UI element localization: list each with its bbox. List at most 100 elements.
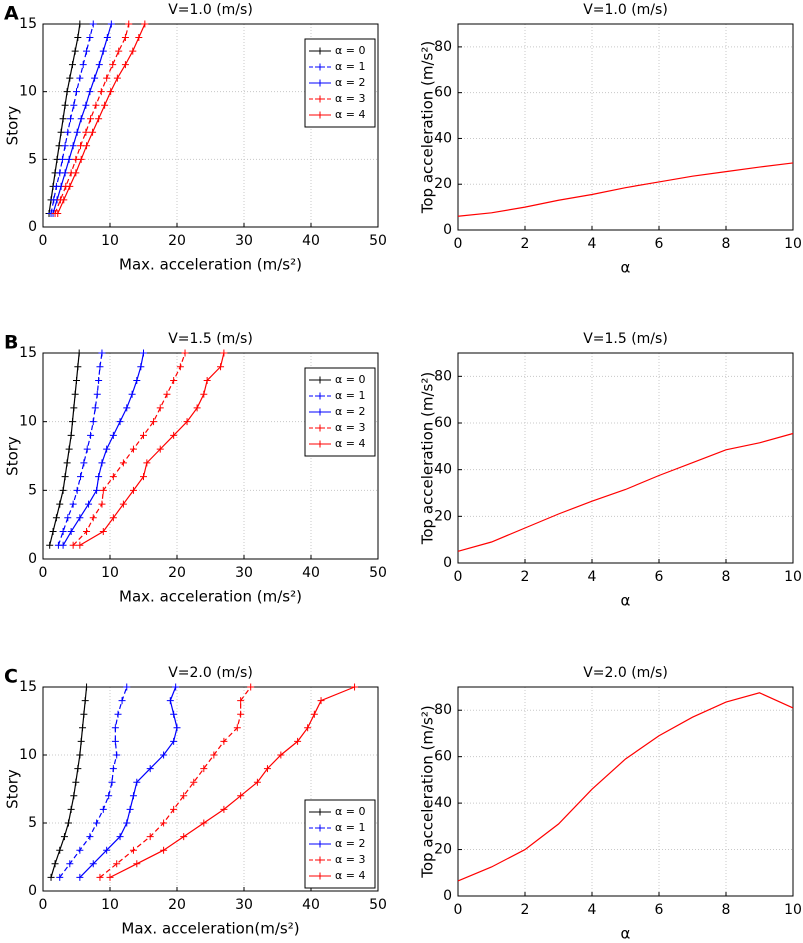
x-tick-label: 0 [454, 569, 463, 585]
x-tick-label: 50 [369, 565, 387, 581]
marker [180, 792, 188, 800]
legend-label: α = 4 [335, 869, 365, 882]
x-tick-label: 10 [784, 236, 802, 252]
y-tick-label: 40 [434, 462, 452, 478]
marker [237, 697, 245, 705]
y-axis-label: Top acceleration (m/s²) [419, 372, 437, 545]
x-tick-label: 8 [722, 569, 731, 585]
plot-frame [457, 686, 794, 897]
x-tick-label: 10 [784, 569, 802, 585]
chart-title: V=2.0 (m/s) [168, 665, 253, 681]
y-tick-label: 10 [19, 84, 37, 100]
x-tick-label: 2 [521, 569, 530, 585]
y-tick-label: 15 [19, 345, 37, 361]
y-tick-label: 60 [434, 749, 452, 765]
legend-marker [316, 95, 324, 103]
legend-label: α = 0 [335, 44, 365, 57]
plot-frame [42, 352, 379, 560]
x-tick-label: 40 [302, 565, 320, 581]
x-tick-label: 2 [521, 902, 530, 918]
y-axis-label: Story [4, 436, 22, 476]
chart: 0 10 20 30 40 50 0 5 10 15 V=2.0 (m/s) Max. acceler… [4, 665, 387, 938]
series-line [457, 432, 794, 552]
y-tick-label: 15 [19, 16, 37, 32]
x-tick-label: 6 [655, 902, 664, 918]
x-tick-label: 4 [588, 236, 597, 252]
y-tick-label: 20 [434, 508, 452, 524]
series-line [57, 23, 146, 214]
x-tick-label: 40 [302, 233, 320, 249]
y-tick-label: 0 [443, 555, 452, 571]
legend-marker [316, 808, 324, 816]
x-tick-label: 10 [101, 565, 119, 581]
legend-label: α = 3 [335, 92, 365, 105]
chart-title: V=1.0 (m/s) [583, 2, 668, 18]
x-tick-label: 6 [655, 569, 664, 585]
x-tick-label: 0 [39, 233, 48, 249]
x-tick-label: 10 [784, 902, 802, 918]
y-tick-label: 15 [19, 679, 37, 695]
series-line [72, 352, 186, 546]
chart: 0 10 20 30 40 50 0 5 10 15 V=1.0 (m/s) Max. acceler… [4, 2, 387, 274]
legend-label: α = 3 [335, 853, 365, 866]
chart-title: V=1.5 (m/s) [583, 331, 668, 347]
x-tick-label: 0 [39, 897, 48, 913]
y-tick-label: 60 [434, 415, 452, 431]
x-axis-label: α [621, 592, 631, 610]
legend-marker [316, 63, 324, 71]
plot-area [458, 687, 793, 896]
x-tick-label: 6 [655, 236, 664, 252]
y-tick-label: 5 [28, 151, 37, 167]
marker [123, 683, 131, 691]
series-line [48, 23, 81, 214]
legend-marker [316, 872, 324, 880]
legend-label: α = 1 [335, 821, 365, 834]
legend-marker [316, 840, 324, 848]
y-tick-label: 80 [434, 702, 452, 718]
marker [113, 860, 121, 868]
x-tick-label: 30 [235, 897, 253, 913]
series-line [79, 352, 225, 546]
marker [82, 128, 90, 136]
x-tick-label: 0 [39, 565, 48, 581]
x-tick-label: 0 [454, 902, 463, 918]
series-line [62, 352, 145, 546]
y-tick-label: 0 [443, 222, 452, 238]
legend-label: α = 1 [335, 389, 365, 402]
x-axis-label: Max. acceleration (m/s²) [119, 588, 302, 606]
marker [200, 765, 208, 773]
x-tick-label: 30 [235, 233, 253, 249]
plot-frame [42, 686, 379, 892]
legend-label: α = 0 [335, 373, 365, 386]
x-tick-label: 10 [101, 233, 119, 249]
legend-label: α = 1 [335, 60, 365, 73]
x-axis-label: Max. acceleration (m/s²) [119, 256, 302, 274]
series-line [49, 352, 80, 546]
legend-marker [316, 824, 324, 832]
y-tick-label: 80 [434, 39, 452, 55]
legend-label: α = 4 [335, 437, 365, 450]
y-tick-label: 5 [28, 482, 37, 498]
legend-marker [316, 79, 324, 87]
y-tick-label: 20 [434, 176, 452, 192]
x-tick-label: 4 [588, 902, 597, 918]
panel-label: C [4, 666, 18, 688]
y-tick-label: 80 [434, 368, 452, 384]
series-line [52, 23, 112, 214]
chart: 0 2 4 6 8 10 0 20 40 60 80 V=1.0 (m/s) α Top accelera… [419, 2, 802, 277]
chart-title: V=2.0 (m/s) [583, 665, 668, 681]
series-line [50, 686, 88, 878]
chart-title: V=1.0 (m/s) [168, 2, 253, 18]
marker [64, 514, 72, 522]
y-tick-label: 60 [434, 85, 452, 101]
marker [69, 541, 77, 549]
marker [121, 34, 129, 42]
x-axis-label: α [621, 259, 631, 277]
x-tick-label: 10 [101, 897, 119, 913]
panel-label: B [4, 332, 18, 354]
x-tick-label: 20 [168, 565, 186, 581]
y-tick-label: 0 [28, 551, 37, 567]
legend-marker [316, 111, 324, 119]
x-tick-label: 8 [722, 236, 731, 252]
